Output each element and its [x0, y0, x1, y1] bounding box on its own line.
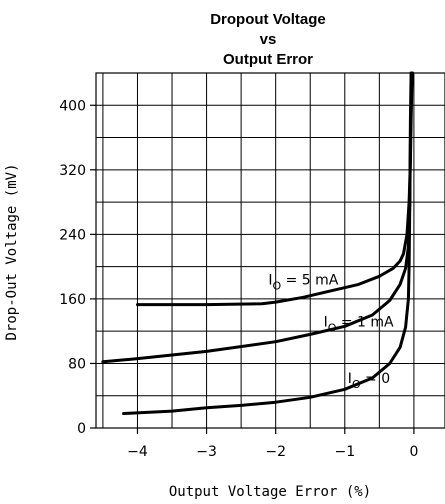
x-tick-label: −3: [196, 444, 217, 460]
y-tick-label: 80: [68, 356, 86, 372]
y-tick-label: 400: [59, 98, 86, 114]
chart-title-line-2: vs: [260, 31, 277, 48]
series-group: [101, 71, 414, 415]
y-tick-label: 240: [59, 227, 86, 243]
grid: [96, 73, 445, 428]
chart-title-line-3: Output Error: [223, 51, 313, 68]
series-label-3: IO = 0: [348, 371, 390, 391]
y-tick-label: 160: [59, 292, 86, 308]
y-axis-label: Drop-Out Voltage (mV): [4, 163, 20, 340]
x-axis-label: Output Voltage Error (%): [169, 484, 371, 500]
x-tick-label: 0: [409, 444, 418, 460]
series-line-1: [136, 71, 414, 307]
axis-ticks: −4 −3 −2 −1 0 0 80 160 240 320 400: [59, 98, 418, 460]
x-tick-label: −1: [334, 444, 355, 460]
y-tick-label: 0: [77, 421, 86, 437]
series-line-3: [122, 71, 413, 415]
chart-title-line-1: Dropout Voltage: [210, 11, 326, 28]
x-tick-label: −2: [265, 444, 286, 460]
series-label-1: IO = 5 mA: [268, 272, 338, 292]
y-tick-label: 320: [59, 163, 86, 179]
x-tick-label: −4: [127, 444, 148, 460]
plot-frame: [95, 72, 445, 429]
series-label-2: IO = 1 mA: [324, 314, 394, 334]
series-labels: IO = 5 mA IO = 1 mA IO = 0: [268, 272, 394, 390]
